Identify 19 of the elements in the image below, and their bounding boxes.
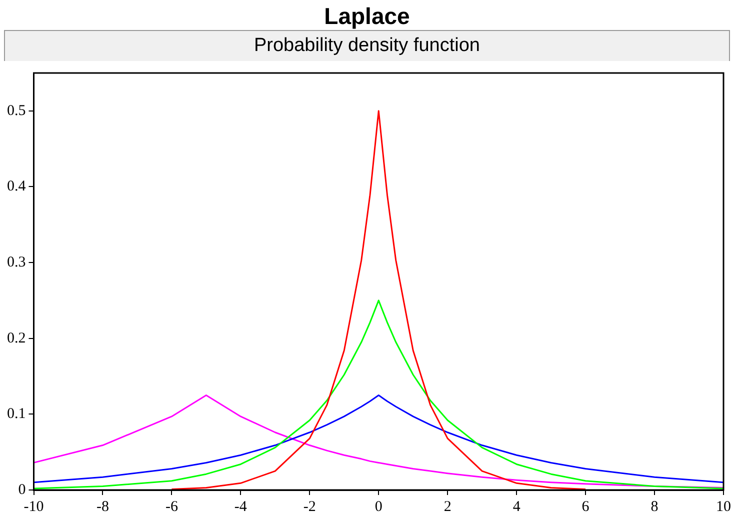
x-tick-label: -8 — [96, 498, 109, 515]
chart-subtitle: Probability density function — [4, 30, 730, 61]
x-tick-label: -4 — [234, 498, 248, 515]
x-tick-label: 4 — [512, 498, 521, 515]
x-tick-label: 0 — [374, 498, 382, 515]
chart-title: Laplace — [323, 2, 411, 30]
y-tick-label: 0 — [18, 482, 26, 498]
x-tick-label: 10 — [716, 498, 731, 515]
y-tick-label: 0.4 — [7, 178, 26, 195]
x-tick-label: -2 — [303, 498, 316, 515]
x-tick-label: -10 — [24, 498, 44, 515]
y-tick-label: 0.3 — [7, 254, 26, 270]
x-tick-label: 6 — [582, 498, 590, 515]
y-tick-label: 0.1 — [7, 406, 26, 422]
y-tick-label: 0.2 — [7, 330, 26, 346]
y-tick-label: 0.5 — [7, 102, 26, 119]
x-tick-label: 2 — [444, 498, 452, 515]
x-tick-label: -6 — [165, 498, 178, 515]
x-tick-label: 8 — [650, 498, 658, 515]
